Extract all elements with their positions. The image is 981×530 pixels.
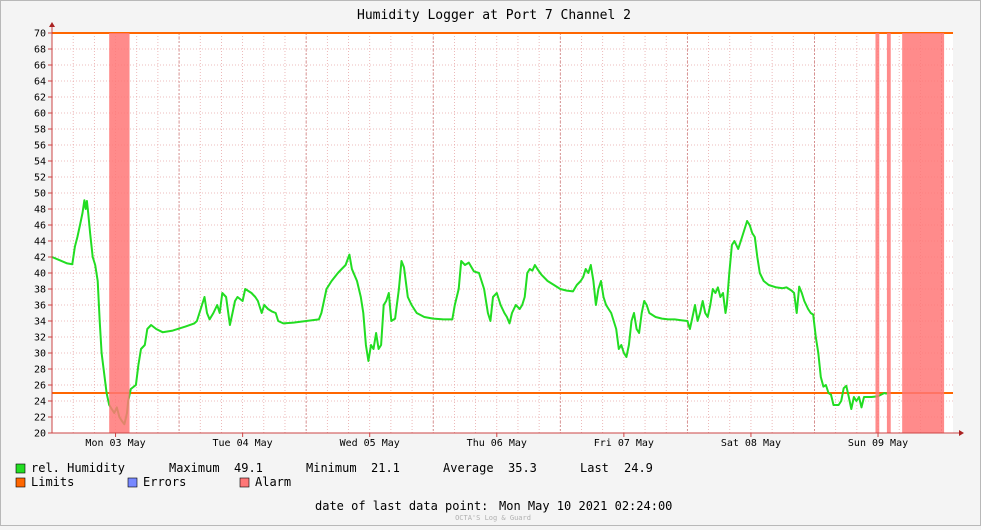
y-tick-label: 30 xyxy=(34,349,46,360)
last-value: 24.9 xyxy=(624,461,653,475)
y-tick-label: 26 xyxy=(34,381,46,392)
x-axis-arrow xyxy=(959,430,964,436)
y-tick-label: 36 xyxy=(34,301,46,312)
maximum-value: 49.1 xyxy=(234,461,263,475)
x-tick-label: Tue 04 May xyxy=(213,438,273,449)
y-tick-label: 66 xyxy=(34,61,46,72)
last-data-point-label: date of last data point: xyxy=(315,499,488,513)
last-label: Last xyxy=(580,461,609,475)
y-tick-label: 68 xyxy=(34,45,46,56)
y-tick-label: 34 xyxy=(34,317,46,328)
y-tick-label: 64 xyxy=(34,77,46,88)
y-tick-label: 38 xyxy=(34,285,46,296)
alarm-region xyxy=(902,33,945,433)
y-tick-label: 50 xyxy=(34,189,46,200)
y-tick-label: 48 xyxy=(34,205,46,216)
plot-area xyxy=(52,33,953,433)
chart-title: Humidity Logger at Port 7 Channel 2 xyxy=(357,8,631,23)
y-tick-label: 60 xyxy=(34,109,46,120)
y-tick-label: 20 xyxy=(34,429,46,440)
minimum-value: 21.1 xyxy=(371,461,400,475)
x-tick-label: Mon 03 May xyxy=(85,438,145,449)
y-axis-arrow xyxy=(49,22,55,27)
y-tick-label: 40 xyxy=(34,269,46,280)
alarm-region xyxy=(875,33,880,433)
x-tick-label: Sun 09 May xyxy=(848,438,908,449)
y-tick-label: 42 xyxy=(34,253,46,264)
errors-legend-swatch xyxy=(127,477,138,488)
y-tick-label: 28 xyxy=(34,365,46,376)
alarm-legend-label: Alarm xyxy=(255,475,291,489)
humidity-legend-swatch xyxy=(15,463,26,474)
watermark: OCTA'S Log & Guard xyxy=(455,514,531,522)
alarm-legend-swatch xyxy=(239,477,250,488)
x-tick-label: Wed 05 May xyxy=(340,438,400,449)
y-tick-label: 70 xyxy=(34,29,46,40)
minimum-label: Minimum xyxy=(306,461,357,475)
last-data-point-value: Mon May 10 2021 02:24:00 xyxy=(499,499,672,513)
y-tick-label: 32 xyxy=(34,333,46,344)
alarm-overlay xyxy=(109,33,945,433)
series-layer xyxy=(51,199,888,426)
y-axis: 20 22 24 26 28 30 32 34 36 38 40 42 44 46 48 50 52 54 56 58… xyxy=(34,29,52,440)
y-tick-label: 46 xyxy=(34,221,46,232)
y-tick-label: 56 xyxy=(34,141,46,152)
y-tick-label: 54 xyxy=(34,157,46,168)
alarm-region xyxy=(109,33,130,433)
limit-lines xyxy=(52,32,953,394)
y-tick-label: 52 xyxy=(34,173,46,184)
limits-legend-swatch xyxy=(15,477,26,488)
y-tick-label: 22 xyxy=(34,413,46,424)
alarm-region xyxy=(886,33,891,433)
y-tick-label: 62 xyxy=(34,93,46,104)
limits-legend-label: Limits xyxy=(31,475,74,489)
axes-lines xyxy=(49,22,964,436)
average-value: 35.3 xyxy=(508,461,537,475)
x-tick-label: Thu 06 May xyxy=(467,438,527,449)
humidity-legend-label: rel. Humidity xyxy=(31,461,125,475)
humidity-series-line xyxy=(51,199,888,426)
y-tick-label: 44 xyxy=(34,237,46,248)
x-tick-label: Fri 07 May xyxy=(594,438,654,449)
x-tick-label: Sat 08 May xyxy=(721,438,781,449)
maximum-label: Maximum xyxy=(169,461,220,475)
x-axis: Mon 03 May Tue 04 May Wed 05 May Thu 06 May… xyxy=(85,433,908,449)
errors-legend-label: Errors xyxy=(143,475,186,489)
average-label: Average xyxy=(443,461,494,475)
y-tick-label: 58 xyxy=(34,125,46,136)
y-tick-label: 24 xyxy=(34,397,46,408)
